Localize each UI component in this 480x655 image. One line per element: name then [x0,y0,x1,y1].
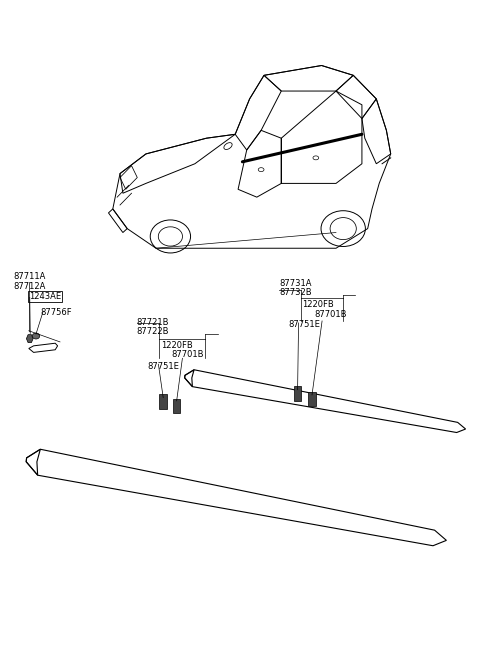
Text: 1220FB: 1220FB [161,341,192,350]
Text: 87701B: 87701B [171,350,204,360]
Polygon shape [173,399,180,413]
Text: 87701B: 87701B [314,310,347,319]
Text: 1243AE: 1243AE [29,292,61,301]
Text: 87751E: 87751E [148,362,180,371]
Text: 87711A: 87711A [13,272,46,282]
Text: 87751E: 87751E [288,320,320,329]
Text: 87756F: 87756F [41,308,72,317]
Text: 87731A: 87731A [279,279,312,288]
Text: 87712A: 87712A [13,282,46,291]
Polygon shape [294,386,301,401]
Polygon shape [159,394,167,409]
Text: 87732B: 87732B [279,288,312,297]
Text: 1220FB: 1220FB [302,300,334,309]
Polygon shape [26,335,33,343]
Text: 87721B: 87721B [137,318,169,327]
Polygon shape [308,392,316,406]
Ellipse shape [32,333,40,339]
Text: 87722B: 87722B [137,327,169,336]
